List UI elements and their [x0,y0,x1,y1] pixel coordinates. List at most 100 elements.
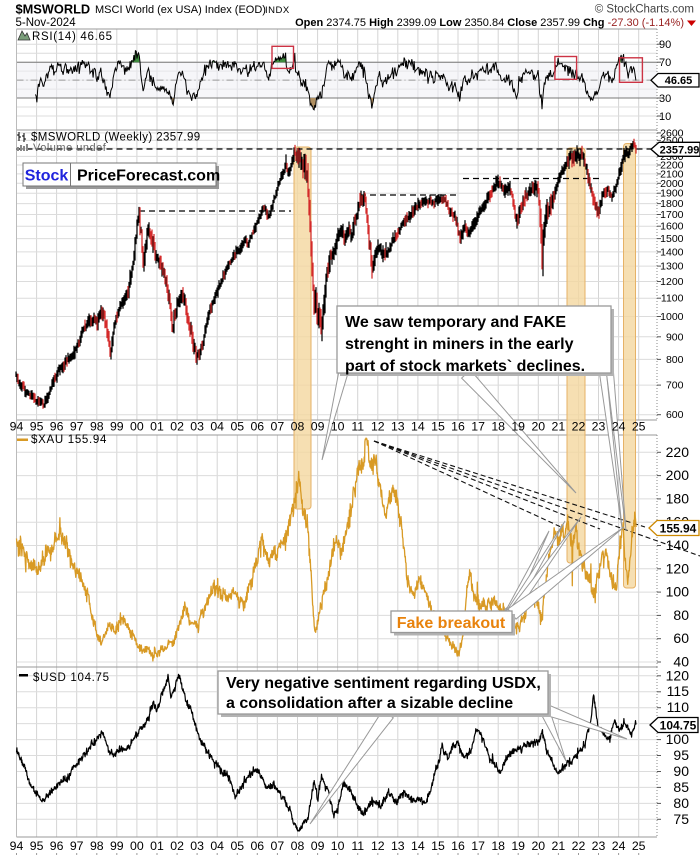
svg-text:22: 22 [572,839,586,853]
svg-text:INDX: INDX [265,5,290,16]
svg-text:97: 97 [70,839,84,853]
svg-text:40: 40 [673,654,689,670]
svg-text:Fake breakout: Fake breakout [397,615,506,632]
svg-text:600: 600 [666,409,684,421]
svg-text:10: 10 [331,839,345,853]
svg-text:180: 180 [666,490,690,506]
svg-text:2600: 2600 [660,127,684,139]
svg-text:95: 95 [30,839,44,853]
svg-text:90: 90 [659,39,671,51]
svg-text:$XAU 155.94: $XAU 155.94 [31,434,107,446]
svg-text:1300: 1300 [660,261,684,273]
svg-text:80: 80 [673,795,689,811]
svg-text:95: 95 [30,420,44,434]
svg-text:23: 23 [592,839,606,853]
svg-text:85: 85 [673,779,689,795]
svg-text:1200: 1200 [660,276,684,288]
svg-text:96: 96 [50,839,64,853]
svg-text:We saw temporary and FAKE: We saw temporary and FAKE [345,314,566,331]
svg-text:20: 20 [531,420,545,434]
svg-text:70: 70 [659,57,671,69]
svg-text:12: 12 [371,839,385,853]
svg-text:strenght in miners in the earl: strenght in miners in the early [345,336,574,353]
svg-text:700: 700 [666,380,684,392]
svg-text:Open 2374.75 High 2399.09 Low: Open 2374.75 High 2399.09 Low 2350.84 Cl… [295,17,684,29]
svg-text:03: 03 [190,420,204,434]
svg-text:16: 16 [451,420,465,434]
svg-text:100: 100 [666,731,690,747]
svg-text:140: 140 [666,537,690,553]
svg-text:1600: 1600 [660,221,684,233]
svg-text:05: 05 [230,420,244,434]
svg-text:2000: 2000 [660,178,684,190]
svg-text:2200: 2200 [660,160,684,172]
svg-text:MSCI World (ex USA) Index (EOD: MSCI World (ex USA) Index (EOD) [95,4,266,16]
svg-text:23: 23 [592,420,606,434]
svg-text:94: 94 [10,420,24,434]
svg-text:60: 60 [673,630,689,646]
svg-text:$MSWORLD: $MSWORLD [16,2,91,17]
svg-text:120: 120 [666,667,690,683]
svg-text:900: 900 [666,331,684,343]
svg-text:1000: 1000 [660,311,684,323]
svg-text:01: 01 [150,420,164,434]
svg-text:46.65: 46.65 [665,75,693,87]
svg-text:04: 04 [210,420,224,434]
svg-text:01: 01 [150,839,164,853]
svg-text:80: 80 [673,607,689,623]
svg-text:15: 15 [431,839,445,853]
svg-text:14: 14 [411,839,425,853]
svg-text:98: 98 [90,839,104,853]
svg-text:1100: 1100 [661,293,684,305]
svg-text:Volume undef: Volume undef [33,142,107,154]
svg-text:10: 10 [659,111,671,123]
svg-text:97: 97 [70,420,84,434]
svg-text:1500: 1500 [660,233,684,245]
svg-text:04: 04 [210,839,224,853]
svg-text:21: 21 [552,839,566,853]
svg-text:© StockCharts.com: © StockCharts.com [595,4,694,16]
svg-text:10: 10 [331,420,345,434]
svg-text:02: 02 [170,839,184,853]
svg-text:06: 06 [250,420,264,434]
svg-text:5-Nov-2024: 5-Nov-2024 [16,17,77,29]
svg-text:07: 07 [271,839,285,853]
svg-text:02: 02 [170,420,184,434]
svg-text:95: 95 [673,747,689,763]
svg-text:1900: 1900 [660,188,684,200]
svg-text:13: 13 [391,839,405,853]
svg-text:PriceForecast.com: PriceForecast.com [77,168,220,185]
svg-text:220: 220 [666,444,690,460]
svg-text:08: 08 [291,420,305,434]
svg-text:12: 12 [371,420,385,434]
svg-text:90: 90 [673,763,689,779]
svg-text:24: 24 [612,839,626,853]
svg-text:13: 13 [391,420,405,434]
svg-text:06: 06 [250,839,264,853]
svg-text:21: 21 [552,420,566,434]
svg-text:16: 16 [451,839,465,853]
svg-text:155.94: 155.94 [660,521,697,535]
svg-text:99: 99 [110,420,124,434]
svg-text:00: 00 [130,420,144,434]
svg-text:05: 05 [230,839,244,853]
svg-text:part of stock markets` decline: part of stock markets` declines. [345,358,585,375]
svg-text:11: 11 [351,420,364,434]
svg-text:30: 30 [659,93,671,105]
svg-text:200: 200 [666,467,690,483]
svg-text:09: 09 [311,420,325,434]
svg-text:11: 11 [351,839,364,853]
svg-text:25: 25 [632,420,646,434]
svg-text:75: 75 [673,811,689,827]
svg-text:17: 17 [471,420,485,434]
svg-text:14: 14 [411,420,425,434]
svg-text:17: 17 [471,839,485,853]
svg-text:22: 22 [572,420,586,434]
svg-text:$MSWORLD (Weekly) 2357.99: $MSWORLD (Weekly) 2357.99 [31,132,201,144]
svg-text:2100: 2100 [660,168,684,180]
svg-text:1400: 1400 [660,246,684,258]
svg-text:19: 19 [511,420,525,434]
svg-text:96: 96 [50,420,64,434]
svg-text:$USD 104.75: $USD 104.75 [33,672,110,684]
svg-text:99: 99 [110,839,124,853]
